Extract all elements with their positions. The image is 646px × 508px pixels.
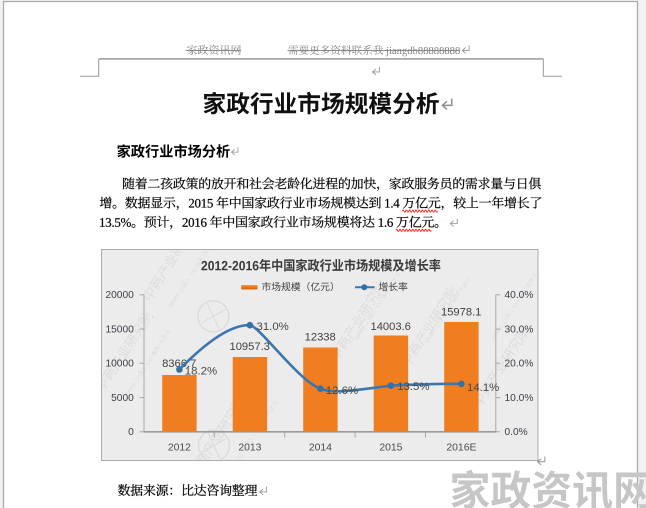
svg-text:12338: 12338 <box>305 332 336 344</box>
svg-text:0.0%: 0.0% <box>505 427 528 438</box>
svg-text:2014: 2014 <box>309 443 332 454</box>
svg-text:13.5%: 13.5% <box>397 381 429 393</box>
svg-text:15000: 15000 <box>105 324 134 335</box>
svg-text:18.2%: 18.2% <box>185 365 217 377</box>
svg-text:40.0%: 40.0% <box>505 290 534 301</box>
svg-text:15978.1: 15978.1 <box>441 307 481 319</box>
svg-text:31.0%: 31.0% <box>257 321 289 333</box>
svg-text:0: 0 <box>128 427 134 438</box>
svg-text:2016E: 2016E <box>446 443 476 454</box>
svg-text:2012: 2012 <box>168 443 191 454</box>
svg-text:2013: 2013 <box>238 443 261 454</box>
svg-text:20000: 20000 <box>105 290 134 301</box>
svg-text:12.6%: 12.6% <box>326 385 358 397</box>
svg-text:14003.6: 14003.6 <box>370 321 410 333</box>
svg-text:10000: 10000 <box>105 359 134 370</box>
svg-text:10957.3: 10957.3 <box>229 341 269 353</box>
svg-text:2015: 2015 <box>379 443 402 454</box>
svg-text:20.0%: 20.0% <box>505 359 534 370</box>
svg-text:30.0%: 30.0% <box>505 324 534 335</box>
svg-text:10.0%: 10.0% <box>505 393 534 404</box>
svg-text:5000: 5000 <box>111 393 134 404</box>
svg-text:14.1%: 14.1% <box>467 382 499 394</box>
